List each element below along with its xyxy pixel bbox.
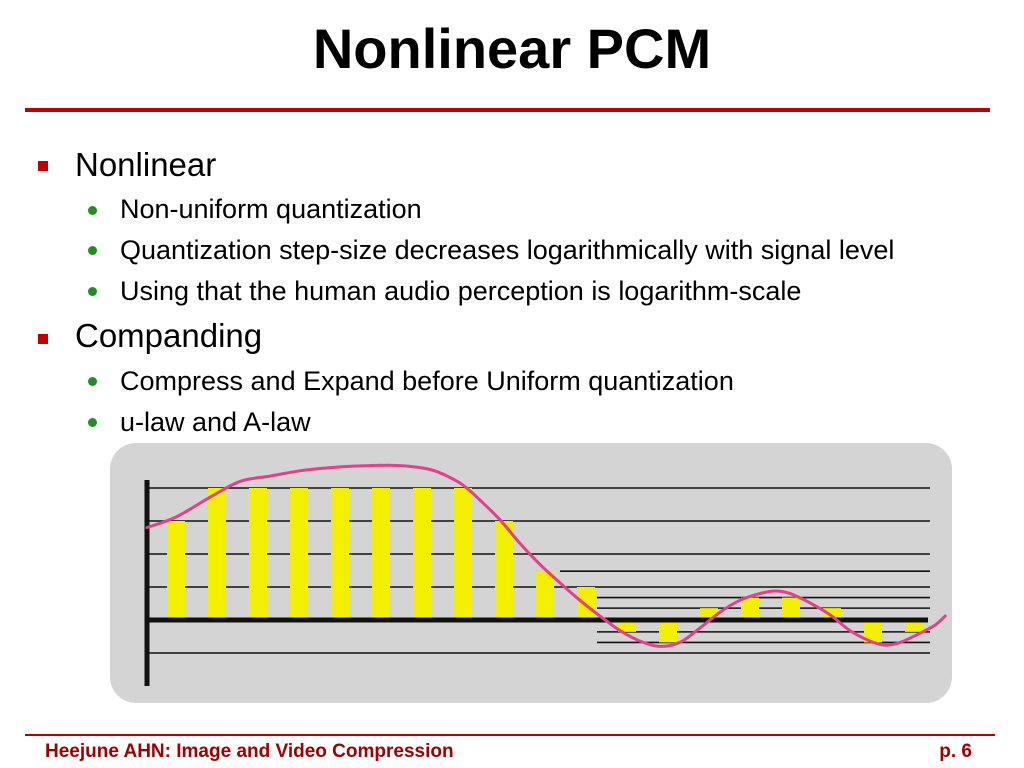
sample-bar	[249, 488, 267, 620]
sample-bar	[413, 488, 431, 620]
dot-bullet-icon	[88, 206, 97, 215]
square-bullet-icon	[38, 161, 48, 171]
sub-bullet-perception: Using that the human audio perception is…	[120, 276, 802, 306]
sub-bullet-non-uniform: Non-uniform quantization	[120, 194, 422, 224]
footer-course-title: Heejune AHN: Image and Video Compression	[45, 741, 454, 762]
sample-bar	[823, 608, 841, 620]
page-number: p. 6	[939, 741, 972, 762]
square-bullet-icon	[38, 334, 48, 344]
dot-bullet-icon	[88, 287, 97, 296]
sample-bar	[454, 488, 472, 620]
sample-bar	[536, 571, 554, 620]
sample-bar	[782, 597, 800, 620]
dot-bullet-icon	[88, 377, 97, 386]
sample-bar	[659, 620, 677, 643]
sample-bar	[905, 620, 923, 632]
dot-bullet-icon	[88, 246, 97, 255]
sample-bar	[700, 608, 718, 620]
pcm-quantization-figure	[144, 463, 947, 686]
slide-title: Nonlinear PCM	[312, 17, 712, 80]
sample-bar	[864, 620, 882, 643]
sub-bullet-u-law-a-law: u-law and A-law	[120, 407, 311, 437]
sample-bar	[618, 620, 636, 632]
sample-bar	[372, 488, 390, 620]
title-divider	[25, 108, 990, 112]
sample-bar	[208, 488, 226, 620]
bullet-companding: Companding	[75, 317, 263, 354]
sample-bar	[495, 521, 513, 620]
sample-bar	[167, 521, 185, 620]
dot-bullet-icon	[88, 418, 97, 427]
analog-signal-curve	[145, 463, 947, 648]
sample-bar	[741, 597, 759, 620]
bullet-nonlinear: Nonlinear	[75, 146, 217, 183]
sub-bullet-compress-expand: Compress and Expand before Uniform quant…	[120, 366, 734, 396]
sample-bar	[290, 488, 308, 620]
figure-panel	[110, 443, 952, 703]
footer-divider	[25, 734, 995, 736]
sample-bar	[331, 488, 349, 620]
sub-bullet-step-size: Quantization step-size decreases logarit…	[120, 235, 895, 265]
